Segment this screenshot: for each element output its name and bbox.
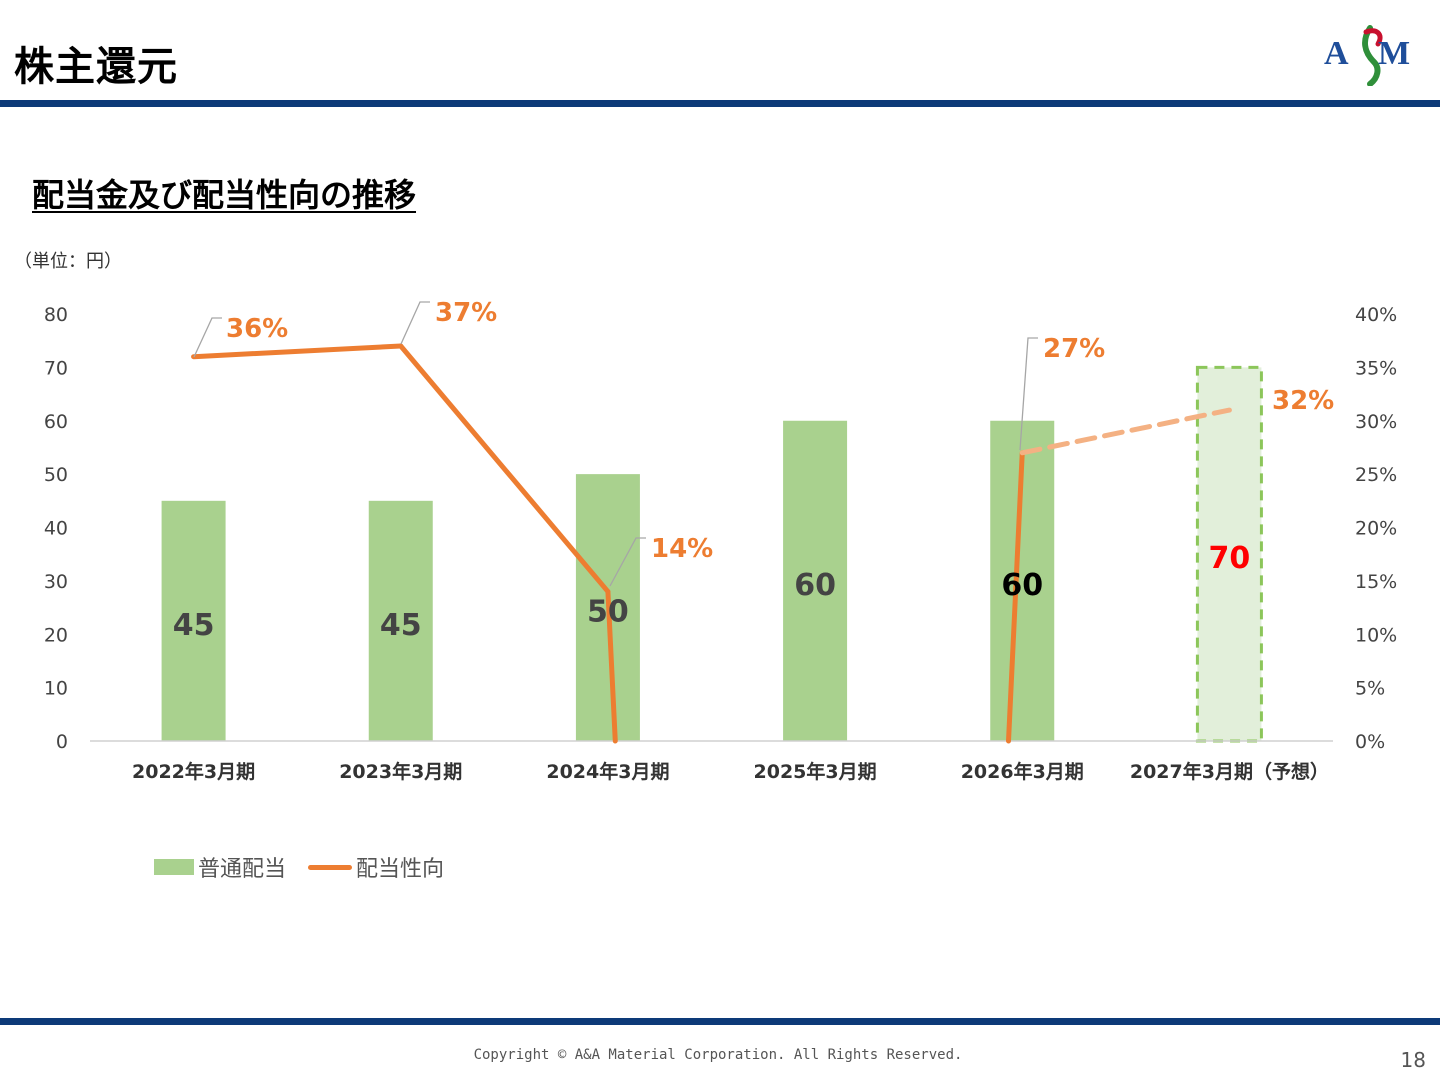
legend-item-line: 配当性向 bbox=[308, 851, 444, 883]
y-tick-label: 30 bbox=[44, 571, 68, 593]
legend-item-bar: 普通配当 bbox=[154, 851, 286, 883]
bar bbox=[161, 500, 226, 741]
legend-bar-swatch bbox=[154, 859, 194, 875]
section-title: 配当金及び配当性向の推移 bbox=[32, 176, 417, 214]
y2-tick-label: 30% bbox=[1355, 411, 1397, 433]
x-tick-label: 2023年3月期 bbox=[339, 760, 462, 783]
bar-forecast bbox=[1195, 365, 1263, 743]
company-logo: A M bbox=[1324, 25, 1410, 86]
y2-tick-label: 25% bbox=[1355, 464, 1397, 486]
svg-text:M: M bbox=[1378, 35, 1410, 72]
unit-label: （単位：円） bbox=[14, 251, 122, 272]
y-tick-label: 10 bbox=[44, 678, 68, 700]
y2-tick-label: 5% bbox=[1355, 678, 1385, 700]
line-segment bbox=[605, 589, 618, 744]
x-tick-label: 2024年3月期 bbox=[546, 760, 669, 783]
y-tick-label: 40 bbox=[44, 518, 68, 540]
line-value-label: 37% bbox=[435, 298, 497, 328]
y-tick-label: 70 bbox=[44, 357, 68, 379]
header-divider bbox=[0, 100, 1440, 107]
x-tick-label: 2026年3月期 bbox=[961, 760, 1084, 783]
x-tick-label: 2027年3月期（予想） bbox=[1130, 760, 1329, 783]
bar-value-label: 50 bbox=[587, 595, 629, 630]
legend-label-bar: 普通配当 bbox=[198, 857, 287, 882]
bar-value-label: 45 bbox=[173, 608, 215, 643]
line-value-label: 36% bbox=[226, 314, 288, 344]
legend-line-swatch bbox=[308, 864, 353, 870]
y-tick-label: 50 bbox=[44, 464, 68, 486]
line-segment bbox=[1006, 450, 1025, 744]
page-title: 株主還元 bbox=[14, 44, 178, 90]
y2-tick-label: 0% bbox=[1355, 731, 1385, 753]
bar-value-label: 60 bbox=[794, 568, 836, 603]
y-tick-label: 0 bbox=[56, 731, 68, 753]
y2-tick-label: 10% bbox=[1355, 624, 1397, 646]
bar bbox=[368, 500, 433, 741]
chart-legend: 普通配当 配当性向 bbox=[154, 851, 466, 883]
x-tick-label: 2025年3月期 bbox=[754, 760, 877, 783]
bar bbox=[783, 420, 848, 741]
footer-divider bbox=[0, 1018, 1440, 1025]
bar-value-label: 70 bbox=[1209, 541, 1251, 576]
copyright-text: Copyright © A&A Material Corporation. Al… bbox=[473, 1047, 963, 1063]
legend-label-line: 配当性向 bbox=[356, 857, 445, 882]
line-value-label: 32% bbox=[1272, 386, 1334, 416]
line-value-label: 14% bbox=[651, 534, 713, 564]
svg-text:A: A bbox=[1324, 35, 1349, 72]
data-label-leader bbox=[193, 317, 222, 358]
y-tick-label: 20 bbox=[44, 624, 68, 646]
y-tick-label: 60 bbox=[44, 411, 68, 433]
y2-tick-label: 20% bbox=[1355, 518, 1397, 540]
data-label-leader bbox=[1019, 337, 1038, 451]
page-number: 18 bbox=[1400, 1048, 1426, 1072]
bar-value-label: 60 bbox=[1001, 568, 1043, 603]
bar-value-label: 45 bbox=[380, 608, 422, 643]
data-label-leader bbox=[609, 537, 646, 587]
line-segment bbox=[191, 343, 404, 360]
line-value-label: 27% bbox=[1043, 334, 1105, 364]
x-tick-label: 2022年3月期 bbox=[132, 760, 255, 783]
line-segment-forecast bbox=[1019, 407, 1232, 456]
y-tick-label: 80 bbox=[44, 304, 68, 326]
line-segment bbox=[398, 343, 611, 595]
y2-tick-label: 40% bbox=[1355, 304, 1397, 326]
y2-tick-label: 15% bbox=[1355, 571, 1397, 593]
dividend-chart: 0 10 20 30 40 50 60 70 80 0% 5% 10% 15% 20% 25% 30% 35% 4… bbox=[44, 298, 1397, 783]
y2-tick-label: 35% bbox=[1355, 357, 1397, 379]
data-label-leader bbox=[400, 301, 430, 345]
